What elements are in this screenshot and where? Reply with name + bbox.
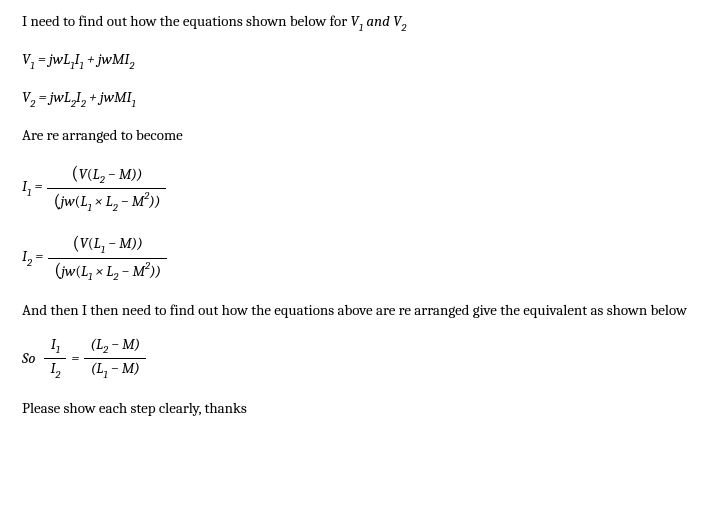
i1-num: (V(L2 − M)): [47, 162, 166, 189]
i2-lhs-sub: 2: [27, 256, 32, 269]
i1-den: (jw(L1 × L2 − M2)): [47, 189, 166, 215]
i1-den-as: 1: [87, 201, 91, 214]
ratio-rnum: (L2 − M): [84, 335, 146, 359]
i2-fraction: (V(L1 − M)) (jw(L1 × L2 − M2)): [48, 231, 167, 285]
equation-v2: V2 = jwL2I2 + jwMI1: [22, 88, 689, 110]
intro-v1-sym: V: [351, 12, 359, 30]
ratio-eq: =: [71, 349, 79, 369]
i1-lhs: I1 =: [22, 177, 42, 199]
intro-v1: V1: [351, 12, 364, 30]
i2-den-bs: 2: [113, 270, 118, 283]
ratio-lden-sub: 2: [55, 368, 60, 381]
mid-text-2: And then I then need to find out how the…: [22, 301, 689, 321]
intro-v1-sub: 1: [359, 21, 363, 34]
eq1-vs: 1: [30, 59, 34, 72]
eq1-bs: 1: [79, 59, 83, 72]
equation-i1: I1 = (V(L2 − M)) (jw(L1 × L2 − M2)): [22, 162, 689, 216]
i2-lhs: I2 =: [22, 247, 43, 269]
equation-v1: V1 = jwL1I1 + jwMI2: [22, 50, 689, 72]
ratio-rnum-a: (L: [90, 335, 103, 353]
ratio-prefix: So: [22, 349, 35, 369]
ratio-rden-a: (L: [91, 359, 104, 377]
i1-num-as: 2: [100, 173, 105, 186]
intro-v2: V2: [393, 12, 406, 30]
i1-den-cs: 2: [144, 189, 149, 202]
i2-den-c: − M: [118, 262, 145, 280]
ratio-lden: I2: [44, 359, 66, 382]
ratio-rden: (L1 − M): [84, 359, 146, 382]
eq2-cs: 1: [131, 97, 135, 110]
eq2-c: + jwMI: [86, 88, 132, 106]
ratio-rden-as: 1: [103, 368, 107, 381]
i1-den-b: × L: [92, 192, 113, 210]
i2-num-b: − M)): [105, 234, 143, 252]
i2-den-a: jw(L: [61, 262, 88, 280]
intro-v2-sub: 2: [401, 21, 406, 34]
i2-num: (V(L1 − M)): [48, 231, 167, 258]
eq1-cs: 2: [129, 59, 134, 72]
i1-den-d: )): [149, 192, 160, 210]
eq2-a: = jwL: [35, 88, 71, 106]
i1-num-a: V(L: [79, 165, 100, 183]
i1-num-b: − M)): [105, 165, 143, 183]
equation-ratio: So I1 I2 = (L2 − M) (L1 − M): [22, 335, 689, 383]
i1-fraction: (V(L2 − M)) (jw(L1 × L2 − M2)): [47, 162, 166, 216]
i2-den: (jw(L1 × L2 − M2)): [48, 259, 167, 285]
intro-and: and: [363, 12, 393, 30]
ratio-lnum-sub: 1: [56, 343, 60, 356]
ratio-rnum-as: 2: [103, 343, 108, 356]
i2-den-d: )): [150, 262, 161, 280]
ratio-right-frac: (L2 − M) (L1 − M): [84, 335, 146, 383]
eq2-vs: 2: [30, 97, 35, 110]
eq1-a: = jwL: [35, 50, 71, 68]
intro-part1: I need to find out how the equations sho…: [22, 12, 351, 30]
intro-text: I need to find out how the equations sho…: [22, 12, 689, 34]
ratio-lnum: I1: [44, 335, 66, 359]
ratio-rnum-b: − M): [108, 335, 140, 353]
i2-den-cs: 2: [145, 259, 150, 272]
i1-eq: =: [31, 177, 42, 195]
eq2-bs: 2: [81, 97, 86, 110]
eq1-c: + jwMI: [84, 50, 130, 68]
i2-num-a: V(L: [80, 234, 101, 252]
eq1-as: 1: [70, 59, 74, 72]
mid-text-1: Are re arranged to become: [22, 126, 689, 146]
i2-den-as: 1: [88, 270, 92, 283]
i1-lhs-sub: 1: [27, 186, 31, 199]
i2-eq: =: [32, 247, 43, 265]
document-body: I need to find out how the equations sho…: [0, 0, 709, 430]
equation-i2: I2 = (V(L1 − M)) (jw(L1 × L2 − M2)): [22, 231, 689, 285]
eq2-as: 2: [71, 97, 76, 110]
i1-den-bs: 2: [113, 201, 118, 214]
ratio-left-frac: I1 I2: [44, 335, 66, 383]
i1-den-a: jw(L: [61, 192, 88, 210]
i1-den-c: − M: [118, 192, 145, 210]
i2-num-as: 1: [101, 243, 105, 256]
i2-den-b: × L: [92, 262, 113, 280]
ratio-rden-b: − M): [108, 359, 140, 377]
closing-text: Please show each step clearly, thanks: [22, 399, 689, 419]
